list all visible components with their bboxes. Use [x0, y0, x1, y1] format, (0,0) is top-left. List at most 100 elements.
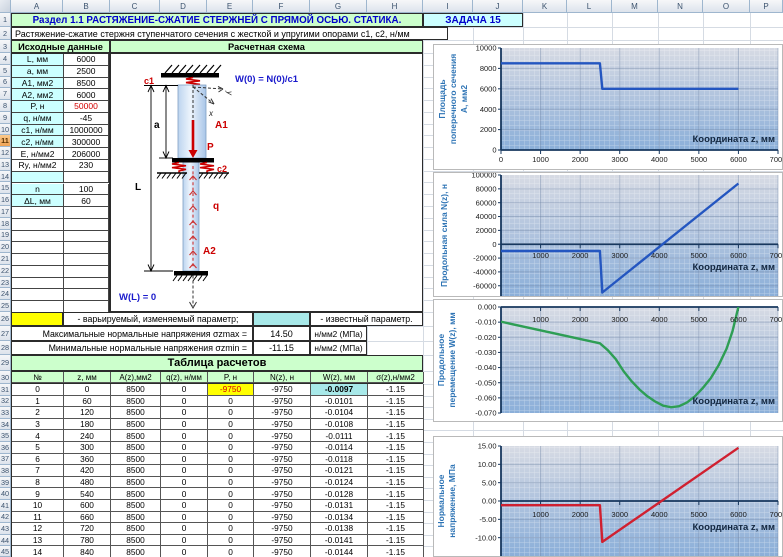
column-header-O[interactable]: O [703, 0, 750, 13]
row-header-20[interactable]: 20 [0, 241, 11, 254]
calc-cell[interactable]: 8500 [111, 523, 161, 535]
calc-cell[interactable]: 120 [64, 407, 111, 419]
calc-cell[interactable]: -1.15 [368, 442, 424, 454]
row-header-28[interactable]: 28 [0, 341, 11, 355]
calc-cell[interactable]: 8500 [111, 418, 161, 431]
row-header-38[interactable]: 38 [0, 465, 11, 477]
calc-cell[interactable]: 8500 [111, 430, 161, 442]
input-row-label[interactable]: n [12, 183, 64, 196]
row-header-35[interactable]: 35 [0, 430, 11, 442]
calc-cell[interactable]: -0.0121 [311, 465, 368, 477]
calc-cell[interactable]: 0 [161, 384, 208, 396]
input-empty-value[interactable] [64, 289, 109, 302]
input-empty-value[interactable] [64, 277, 109, 290]
calc-cell[interactable]: 0 [208, 465, 254, 477]
column-header-C[interactable]: C [110, 0, 160, 13]
calc-cell[interactable]: 0 [208, 546, 254, 557]
calc-cell[interactable]: 9 [12, 488, 64, 500]
input-empty-label[interactable] [12, 265, 64, 278]
calc-cell[interactable]: -9750 [254, 430, 311, 442]
input-row-value[interactable]: 8500 [64, 77, 109, 90]
calc-cell[interactable]: 0 [208, 534, 254, 547]
input-empty-value[interactable] [64, 207, 109, 219]
calc-cell[interactable]: 8500 [111, 465, 161, 477]
calc-cell[interactable]: 420 [64, 465, 111, 477]
input-empty-value[interactable] [64, 242, 109, 255]
calc-cell[interactable]: 0 [161, 476, 208, 489]
calc-cell[interactable]: -9750 [254, 546, 311, 557]
row-header-27[interactable]: 27 [0, 326, 11, 341]
calc-cell[interactable]: 0 [208, 442, 254, 454]
calc-cell[interactable]: 360 [64, 453, 111, 466]
calc-cell[interactable]: -1.15 [368, 384, 424, 396]
calc-cell[interactable]: 2 [12, 407, 64, 419]
calc-cell[interactable]: 0 [161, 511, 208, 524]
calc-cell[interactable]: 60 [64, 395, 111, 408]
calc-cell[interactable]: 0 [161, 418, 208, 431]
calc-cell[interactable]: -0.0138 [311, 523, 368, 535]
input-row-label[interactable] [12, 171, 64, 184]
chart-block-2[interactable]: 100000 80000 60000 40000 20000 0 -20000 -40000 -… [433, 171, 783, 297]
result-min-value[interactable]: -11.15 [253, 341, 310, 355]
column-header-L[interactable]: L [567, 0, 612, 13]
calc-cell[interactable]: 8500 [111, 488, 161, 500]
calc-cell[interactable]: 0 [208, 523, 254, 535]
calc-cell[interactable]: -9750 [208, 384, 254, 396]
input-empty-label[interactable] [12, 242, 64, 255]
row-header-26[interactable]: 26 [0, 311, 11, 326]
input-row-label[interactable]: Ry, н/мм2 [12, 159, 64, 172]
result-max-value[interactable]: 14.50 [253, 326, 310, 341]
column-header-H[interactable]: H [367, 0, 423, 13]
row-header-4[interactable]: 4 [0, 53, 11, 65]
row-header-15[interactable]: 15 [0, 182, 11, 195]
calc-cell[interactable]: 0 [12, 384, 64, 396]
input-row-value[interactable]: 50000 [64, 101, 109, 113]
calc-cell[interactable]: 0 [208, 453, 254, 466]
calc-cell[interactable]: -9750 [254, 407, 311, 419]
calc-cell[interactable]: 8500 [111, 395, 161, 408]
calc-cell[interactable]: -0.0108 [311, 418, 368, 431]
calc-cell[interactable]: 8500 [111, 407, 161, 419]
input-row-value[interactable]: 100 [64, 183, 109, 196]
calc-cell[interactable]: 8500 [111, 546, 161, 557]
input-empty-label[interactable] [12, 277, 64, 290]
input-row-label[interactable]: A1, мм2 [12, 77, 64, 90]
calc-cell[interactable]: 240 [64, 430, 111, 442]
row-header-7[interactable]: 7 [0, 88, 11, 101]
input-row-value[interactable]: 230 [64, 159, 109, 172]
calc-cell[interactable]: 4 [12, 430, 64, 442]
calc-cell[interactable]: 8500 [111, 453, 161, 466]
calc-cell[interactable]: 13 [12, 534, 64, 547]
calc-cell[interactable]: 0 [161, 523, 208, 535]
calc-cell[interactable]: 0 [208, 407, 254, 419]
input-row-label[interactable]: a, мм [12, 65, 64, 78]
calc-cell[interactable]: -1.15 [368, 523, 424, 535]
select-all-corner[interactable] [0, 0, 11, 13]
column-header-B[interactable]: B [63, 0, 110, 13]
calc-cell[interactable]: -0.0101 [311, 395, 368, 408]
calc-cell[interactable]: 660 [64, 511, 111, 524]
calc-cell[interactable]: 8 [12, 476, 64, 489]
calc-cell[interactable]: -1.15 [368, 546, 424, 557]
column-header-P[interactable]: P [750, 0, 783, 13]
row-header-8[interactable]: 8 [0, 100, 11, 112]
calc-cell[interactable]: 0 [208, 395, 254, 408]
calc-cell[interactable]: -1.15 [368, 418, 424, 431]
column-header-G[interactable]: G [310, 0, 367, 13]
row-header-9[interactable]: 9 [0, 111, 11, 124]
input-empty-label[interactable] [12, 230, 64, 243]
calc-cell[interactable]: 0 [208, 488, 254, 500]
calc-cell[interactable]: 540 [64, 488, 111, 500]
calc-cell[interactable]: -1.15 [368, 534, 424, 547]
input-empty-value[interactable] [64, 230, 109, 243]
calc-cell[interactable]: 11 [12, 511, 64, 524]
row-header-24[interactable]: 24 [0, 288, 11, 301]
input-row-value[interactable]: 300000 [64, 136, 109, 149]
row-header-23[interactable]: 23 [0, 276, 11, 289]
calc-cell[interactable]: 0 [161, 488, 208, 500]
calc-cell[interactable]: 3 [12, 418, 64, 431]
calc-cell[interactable]: -0.0118 [311, 453, 368, 466]
column-header-D[interactable]: D [160, 0, 207, 13]
calc-cell[interactable]: -9750 [254, 453, 311, 466]
calc-cell[interactable]: 8500 [111, 511, 161, 524]
